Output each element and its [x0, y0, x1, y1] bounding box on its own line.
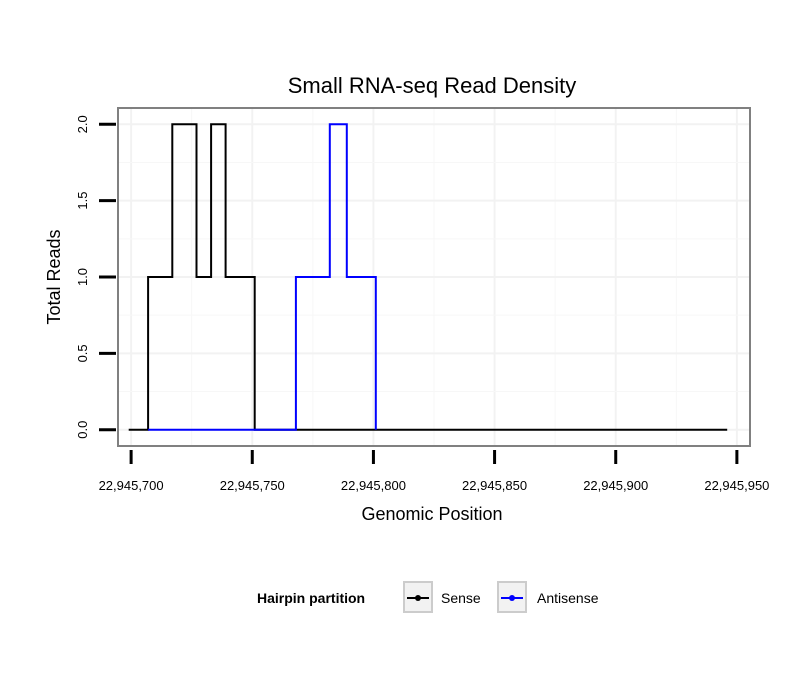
x-tick-label: 22,945,800 — [341, 478, 406, 493]
legend-label-antisense: Antisense — [537, 590, 599, 606]
x-tick-label: 22,945,700 — [99, 478, 164, 493]
series-line-sense — [128, 123, 728, 431]
plot-panel-border — [117, 107, 751, 447]
x-tick-label: 22,945,950 — [704, 478, 769, 493]
legend-label-sense: Sense — [441, 590, 481, 606]
y-tick-label: 0.5 — [75, 344, 90, 362]
x-axis: 22,945,700 22,945,750 22,945,800 22,945,850… — [99, 450, 769, 493]
legend: Hairpin partition Sense Antisense — [257, 581, 599, 613]
y-tick-label: 0.0 — [75, 421, 90, 439]
y-tick-label: 2.0 — [75, 115, 90, 133]
x-tick-label: 22,945,900 — [583, 478, 648, 493]
x-tick-label: 22,945,850 — [462, 478, 527, 493]
y-tick-label: 1.5 — [75, 192, 90, 210]
chart-title: Small RNA-seq Read Density — [288, 73, 577, 98]
x-tick-label: 22,945,750 — [220, 478, 285, 493]
y-tick-label: 1.0 — [75, 268, 90, 286]
y-axis-title: Total Reads — [44, 229, 64, 324]
x-axis-title: Genomic Position — [361, 504, 502, 524]
series-line-antisense — [148, 123, 377, 431]
legend-point-sense — [415, 595, 421, 601]
legend-point-antisense — [509, 595, 515, 601]
grid — [119, 109, 749, 445]
series-layer — [128, 123, 728, 431]
legend-title: Hairpin partition — [257, 590, 365, 606]
y-axis: 0.0 0.5 1.0 1.5 2.0 — [75, 115, 116, 439]
